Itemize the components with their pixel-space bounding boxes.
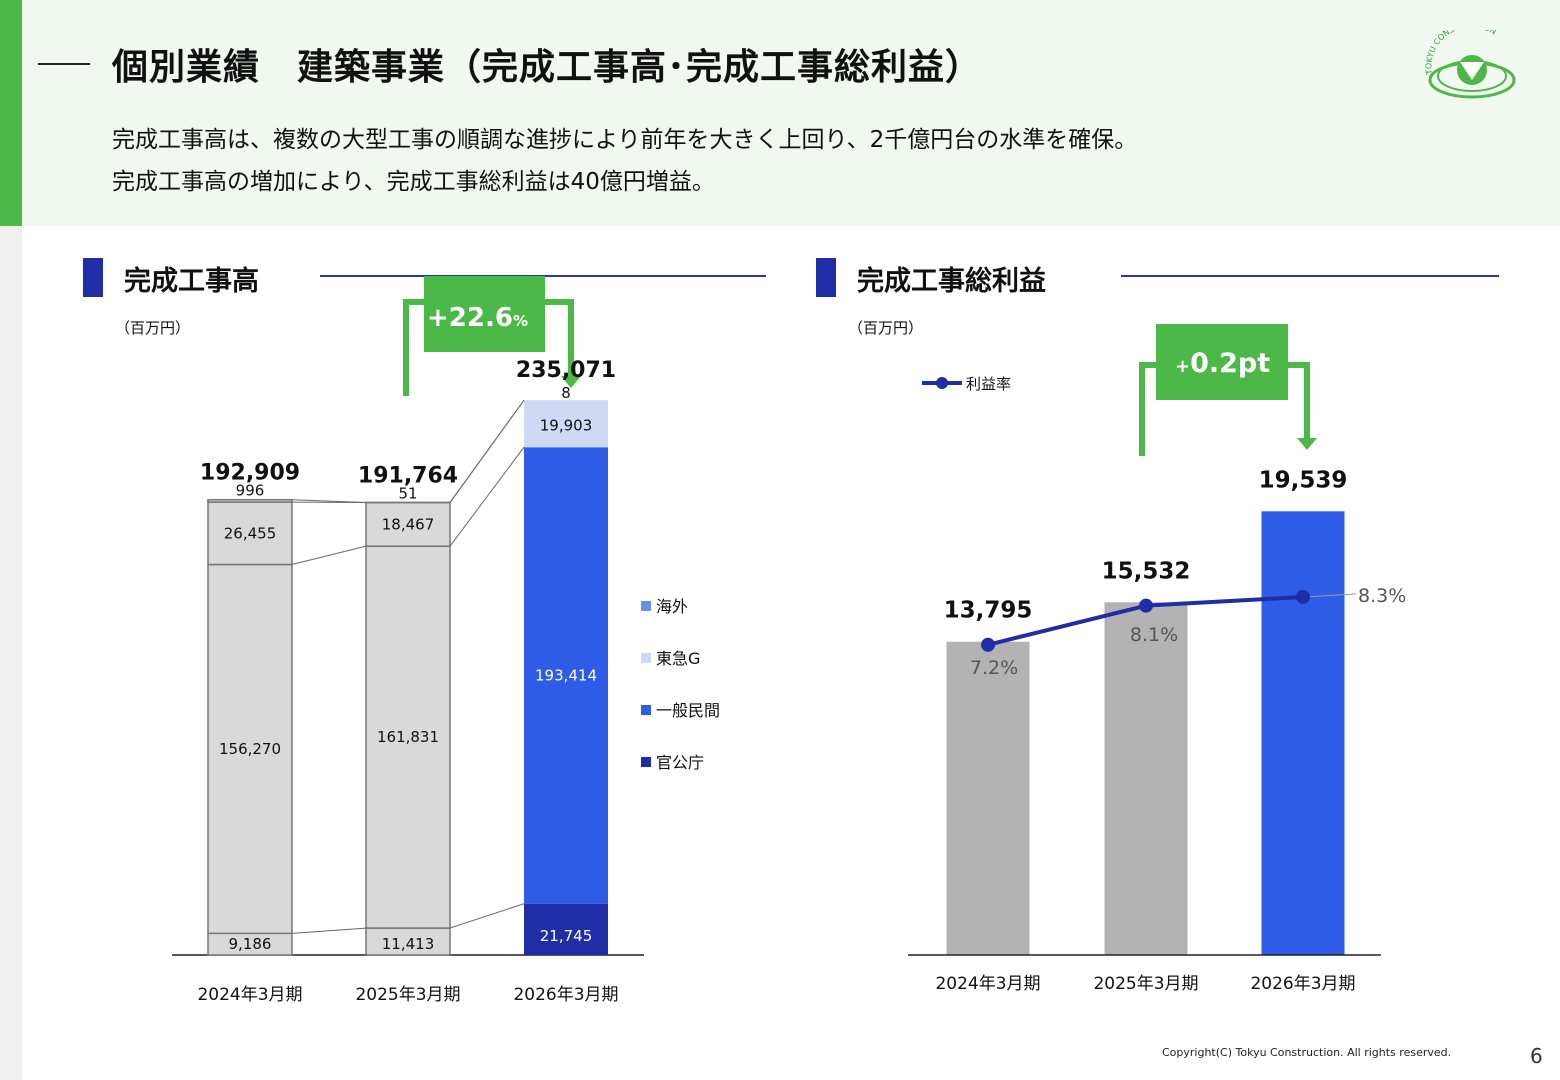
- connector-line: [449, 399, 525, 503]
- profit-value-label: 13,795: [944, 598, 1033, 624]
- category-label: 2024年3月期: [935, 974, 1040, 994]
- page-title: 個別業績 建築事業（完成工事高･完成工事総利益）: [112, 47, 983, 88]
- total-label: 192,909: [200, 461, 300, 486]
- legend-label: 一般民間: [656, 701, 720, 720]
- svg-text:+22.6%: +22.6%: [427, 303, 528, 333]
- copyright: Copyright(C) Tokyu Construction. All rig…: [1162, 1046, 1452, 1059]
- chart2-legend: 利益率: [922, 375, 1011, 393]
- margin-callout-value: 0.2pt: [1190, 348, 1270, 379]
- total-label: 235,071: [516, 358, 616, 383]
- profit-rate-point: [1139, 598, 1153, 613]
- legend-profit-rate: 利益率: [966, 375, 1011, 393]
- bar-segment: [365, 545, 451, 929]
- connector-line: [449, 446, 525, 547]
- connector-line: [291, 545, 367, 566]
- bar-segment: [524, 903, 608, 955]
- legend-swatch: [641, 705, 651, 715]
- svg-text:+0.2pt: +0.2pt: [1175, 348, 1270, 379]
- profit-value-label: 15,532: [1102, 558, 1191, 584]
- legend-swatch: [641, 757, 651, 767]
- chart1-title: 完成工事高: [124, 265, 259, 297]
- legend-label: 官公庁: [656, 753, 704, 772]
- bar-segment: [207, 498, 293, 503]
- bar-segment: [524, 447, 608, 904]
- legend-swatch: [641, 601, 651, 611]
- chart2-unit: （百万円）: [848, 319, 923, 337]
- profit-rate-point: [981, 637, 995, 652]
- category-label: 2025年3月期: [355, 985, 460, 1005]
- green-accent-bar: [0, 0, 22, 226]
- category-label: 2025年3月期: [1093, 974, 1198, 994]
- segment-label: 161,831: [377, 728, 439, 746]
- chart1-title-marker: [83, 258, 103, 297]
- margin-callout-box: [1156, 324, 1288, 400]
- total-label: 191,764: [358, 463, 458, 488]
- category-label: 2026年3月期: [1250, 974, 1355, 994]
- profit-bar: [1104, 602, 1188, 955]
- leader-line: [1302, 593, 1357, 598]
- growth-callout-value: +22.6: [427, 303, 513, 333]
- legend-label: 東急G: [656, 649, 700, 668]
- legend-swatch: [641, 653, 651, 663]
- bar-segment: [365, 501, 451, 547]
- chart-gross-profit: 13,795 2024年3月期 15,532 2025年3月期 19,539 2026年3…: [908, 467, 1406, 994]
- tokyu-construction-logo: TOKYU CONSTRUCTION: [1424, 30, 1516, 99]
- margin-callout: +0.2pt: [1139, 324, 1317, 456]
- connector-line: [291, 927, 367, 934]
- profit-rate-point: [1296, 589, 1310, 604]
- margin-callout-prefix: +: [1175, 356, 1190, 377]
- bar-segment: [207, 563, 293, 935]
- segment-label: 11,413: [382, 935, 435, 953]
- profit-rate-label: 7.2%: [970, 657, 1018, 679]
- category-label: 2024年3月期: [197, 985, 302, 1005]
- segment-label: 8: [561, 384, 571, 402]
- category-label: 2026年3月期: [513, 985, 618, 1005]
- chart1-unit: （百万円）: [115, 319, 190, 337]
- profit-rate-label: 8.3%: [1358, 585, 1406, 607]
- segment-label: 51: [398, 484, 417, 502]
- segment-label: 996: [236, 482, 265, 500]
- segment-label: 21,745: [540, 927, 593, 945]
- segment-label: 9,186: [229, 935, 272, 953]
- profit-value-label: 19,539: [1259, 467, 1348, 493]
- growth-callout-box: [424, 276, 545, 352]
- title-dash: [38, 63, 90, 65]
- segment-label: 18,467: [382, 515, 435, 533]
- segment-label: 156,270: [219, 740, 281, 758]
- segment-label: 19,903: [540, 417, 593, 435]
- legend-label: 海外: [656, 597, 688, 616]
- bar-segment: [524, 400, 608, 448]
- chart2-title-marker: [816, 258, 836, 297]
- segment-label: 193,414: [535, 666, 597, 684]
- side-strip: [0, 226, 22, 1080]
- summary-line-1: 完成工事高は、複数の大型工事の順調な進捗により前年を大きく上回り、2千億円台の水…: [112, 127, 1138, 153]
- bar-segment: [365, 927, 451, 956]
- bar-segment: [207, 501, 293, 566]
- connector-line: [449, 903, 525, 929]
- profit-rate-label: 8.1%: [1130, 624, 1178, 646]
- summary-line-2: 完成工事高の増加により、完成工事総利益は40億円増益。: [112, 169, 715, 195]
- chart2-title: 完成工事総利益: [857, 265, 1046, 297]
- page-number: 6: [1530, 1044, 1543, 1068]
- header-band: [0, 0, 1560, 226]
- profit-bar: [946, 641, 1030, 955]
- connector-line: [291, 499, 367, 503]
- growth-callout-unit: %: [513, 312, 528, 330]
- segment-label: 26,455: [224, 524, 277, 542]
- growth-callout: +22.6%: [403, 276, 581, 396]
- profit-bar: [1261, 511, 1345, 955]
